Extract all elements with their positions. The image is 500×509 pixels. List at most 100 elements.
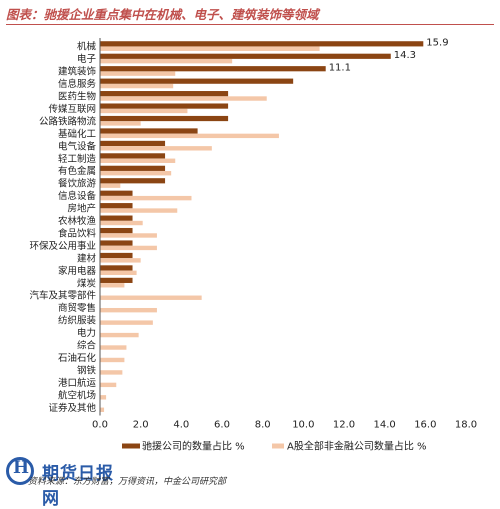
- category-label: 机械: [77, 41, 97, 53]
- bar-series-2: [100, 407, 105, 412]
- bar-series-2: [100, 71, 176, 76]
- bar-series-1: [100, 103, 229, 109]
- category-label: 证券及其他: [48, 402, 96, 414]
- category-label: 有色金属: [58, 165, 96, 177]
- bar-series-1: [100, 78, 294, 84]
- title-divider: [6, 24, 494, 25]
- bar-series-1: [100, 115, 229, 122]
- bar-series-2: [100, 233, 157, 238]
- legend-label-series-1: 驰援公司的数量占比 %: [142, 440, 245, 453]
- x-tick-label: 10.0: [292, 420, 314, 431]
- x-tick-label: 0.0: [92, 420, 108, 431]
- bar-series-2: [100, 345, 127, 350]
- bar-series-2: [100, 46, 320, 51]
- bar-series-2: [100, 245, 157, 251]
- x-tick-label: 18.0: [455, 420, 477, 431]
- bar-series-2: [100, 382, 117, 388]
- x-tick-label: 14.0: [374, 420, 396, 431]
- bar-series-2: [100, 108, 188, 114]
- category-label: 传媒互联网: [48, 103, 96, 115]
- bar-series-2: [100, 183, 121, 188]
- category-label: 石油石化: [58, 352, 97, 364]
- category-label: 家用电器: [58, 265, 97, 277]
- bar-series-2: [100, 146, 212, 151]
- legend-swatch-series-2: [272, 443, 284, 449]
- bar-series-2: [100, 195, 192, 201]
- bar-series-1: [100, 128, 198, 134]
- category-label: 商贸零售: [58, 302, 96, 314]
- x-tick-label: 4.0: [173, 420, 189, 431]
- bar-series-2: [100, 320, 153, 325]
- x-tick-label: 12.0: [333, 420, 355, 431]
- bar-series-1: [100, 41, 424, 47]
- category-label: 钢铁: [77, 364, 97, 376]
- bar-series-2: [100, 171, 172, 176]
- bar-series-2: [100, 158, 176, 163]
- category-label: 信息服务: [58, 78, 97, 90]
- data-label: 14.3: [394, 50, 416, 61]
- category-label: 港口航运: [58, 377, 97, 389]
- bar-series-2: [100, 307, 157, 313]
- source-note: 资料来源：东方财富，万得资讯，中金公司研究部: [28, 477, 227, 487]
- category-label: 轻工制造: [58, 153, 97, 165]
- category-label: 医药生物: [58, 91, 97, 103]
- logo-h-icon: H: [13, 458, 30, 478]
- bar-series-2: [100, 220, 143, 226]
- bar-series-1: [100, 190, 133, 196]
- bar-series-2: [100, 58, 233, 64]
- bar-chart: 机械 15.9 电子 14.3 建筑装饰 11.1 信息服务医药生物传媒互联网公路铁路物流基…: [29, 38, 477, 453]
- category-label: 电子: [77, 53, 97, 65]
- x-tick-label: 6.0: [214, 420, 230, 431]
- bar-series-2: [100, 283, 125, 288]
- category-label: 信息设备: [58, 190, 97, 202]
- data-label: 15.9: [426, 38, 448, 49]
- category-label: 公路铁路物流: [39, 115, 97, 127]
- category-label: 建材: [77, 252, 97, 264]
- bar-series-2: [100, 357, 125, 363]
- chart-title: 图表：驰援企业重点集中在机械、电子、建筑装饰等领域: [6, 7, 319, 22]
- category-label: 食品饮料: [58, 227, 97, 239]
- category-label: 综合: [77, 340, 97, 352]
- bar-series-2: [100, 83, 174, 89]
- category-label: 餐饮旅游: [58, 178, 97, 190]
- category-label: 电气设备: [58, 140, 97, 152]
- category-label: 汽车及其零部件: [29, 290, 96, 302]
- bar-series-2: [100, 395, 107, 400]
- x-tick-label: 8.0: [255, 420, 271, 431]
- x-tick-label: 16.0: [414, 420, 436, 431]
- bar-series-2: [100, 270, 137, 276]
- category-label: 环保及公用事业: [29, 240, 96, 252]
- category-label: 纺织服装: [58, 315, 97, 327]
- legend-label-series-2: A股全部非金融公司数量占比 %: [287, 440, 427, 453]
- bar-series-1: [100, 53, 391, 59]
- category-label: 航空机场: [58, 389, 96, 401]
- bar-series-2: [100, 332, 139, 338]
- bar-series-2: [100, 96, 267, 101]
- bar-series-1: [100, 215, 133, 221]
- bar-series-1: [100, 178, 166, 184]
- bar-series-2: [100, 370, 123, 375]
- bar-series-1: [100, 165, 166, 171]
- bar-series-2: [100, 208, 178, 213]
- logo-circle-icon: [6, 457, 34, 485]
- bar-series-1: [100, 140, 166, 147]
- bar-series-1: [100, 277, 133, 283]
- bar-series-1: [100, 153, 166, 159]
- category-label: 基础化工: [58, 128, 97, 140]
- bar-series-1: [100, 66, 326, 72]
- bar-series-1: [100, 203, 133, 209]
- category-label: 建筑装饰: [58, 66, 96, 78]
- category-label: 房地产: [67, 203, 96, 215]
- bar-series-1: [100, 252, 133, 259]
- bar-series-1: [100, 227, 133, 234]
- bar-series-2: [100, 121, 141, 126]
- data-label: 11.1: [329, 63, 351, 74]
- x-tick-label: 2.0: [133, 420, 149, 431]
- bar-series-1: [100, 240, 133, 246]
- bar-series-2: [100, 133, 279, 139]
- bar-series-2: [100, 258, 141, 263]
- category-label: 农林牧渔: [58, 215, 97, 227]
- legend-swatch-series-1: [122, 443, 140, 449]
- category-label: 电力: [77, 327, 96, 339]
- category-label: 煤炭: [77, 277, 97, 289]
